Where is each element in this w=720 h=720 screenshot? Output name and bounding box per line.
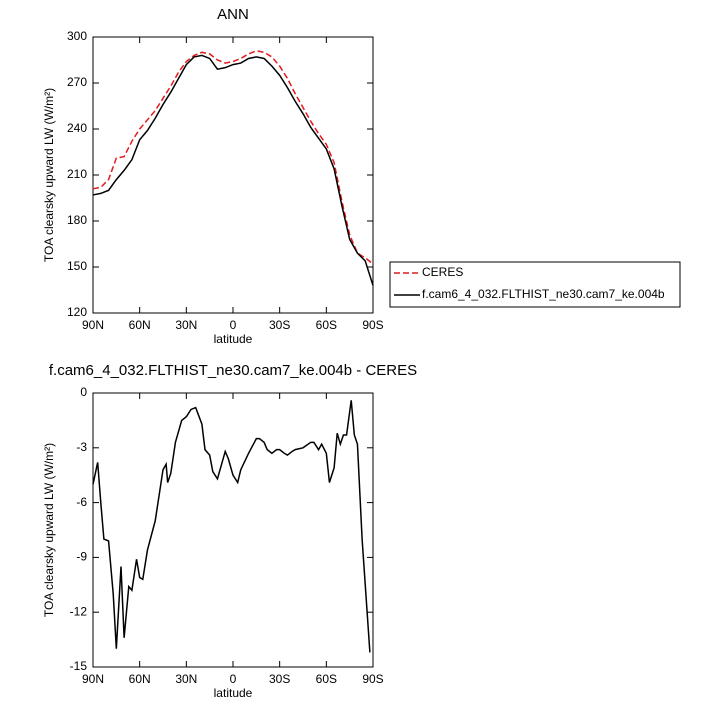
x-tick-label: 30S bbox=[269, 672, 290, 686]
plot-frame bbox=[92, 392, 374, 668]
x-tick-label: 90N bbox=[82, 672, 104, 686]
y-tick-label: 150 bbox=[67, 259, 87, 273]
x-tick-label: 0 bbox=[230, 318, 237, 332]
y-tick-label: 240 bbox=[67, 121, 87, 135]
y-axis-label: TOA clearsky upward LW (W/m²) bbox=[42, 443, 56, 617]
y-tick-label: 180 bbox=[67, 213, 87, 227]
x-tick-label: 60S bbox=[316, 318, 337, 332]
x-tick-label: 30S bbox=[269, 318, 290, 332]
x-tick-label: 90S bbox=[362, 318, 383, 332]
data-line bbox=[92, 400, 371, 653]
x-tick-label: 30N bbox=[175, 318, 197, 332]
x-tick-label: 90S bbox=[362, 672, 383, 686]
x-tick-label: 30N bbox=[175, 672, 197, 686]
x-tick-label: 90N bbox=[82, 318, 104, 332]
legend-label: CERES bbox=[422, 265, 463, 279]
legend-box bbox=[389, 261, 681, 308]
y-tick-label: -12 bbox=[70, 604, 88, 618]
y-tick-label: -15 bbox=[70, 659, 88, 673]
y-tick-label: 120 bbox=[67, 305, 87, 319]
y-axis-label: TOA clearsky upward LW (W/m²) bbox=[42, 88, 56, 262]
data-line bbox=[92, 50, 374, 265]
chart-title: ANN bbox=[217, 6, 249, 23]
x-axis-label: latitude bbox=[214, 332, 253, 346]
x-tick-label: 0 bbox=[230, 672, 237, 686]
y-tick-label: 270 bbox=[67, 75, 87, 89]
y-tick-label: -3 bbox=[76, 440, 87, 454]
plot-frame bbox=[92, 36, 374, 314]
y-tick-label: -9 bbox=[76, 550, 87, 564]
y-tick-label: 0 bbox=[80, 385, 87, 399]
y-tick-label: 210 bbox=[67, 167, 87, 181]
y-tick-label: 300 bbox=[67, 29, 87, 43]
y-tick-label: -6 bbox=[76, 495, 87, 509]
data-line bbox=[92, 54, 374, 286]
x-tick-label: 60N bbox=[129, 318, 151, 332]
x-tick-label: 60N bbox=[129, 672, 151, 686]
legend-label: f.cam6_4_032.FLTHIST_ne30.cam7_ke.004b bbox=[422, 287, 665, 301]
x-tick-label: 60S bbox=[316, 672, 337, 686]
x-axis-label: latitude bbox=[214, 686, 253, 700]
chart-title: f.cam6_4_032.FLTHIST_ne30.cam7_ke.004b -… bbox=[49, 362, 417, 379]
